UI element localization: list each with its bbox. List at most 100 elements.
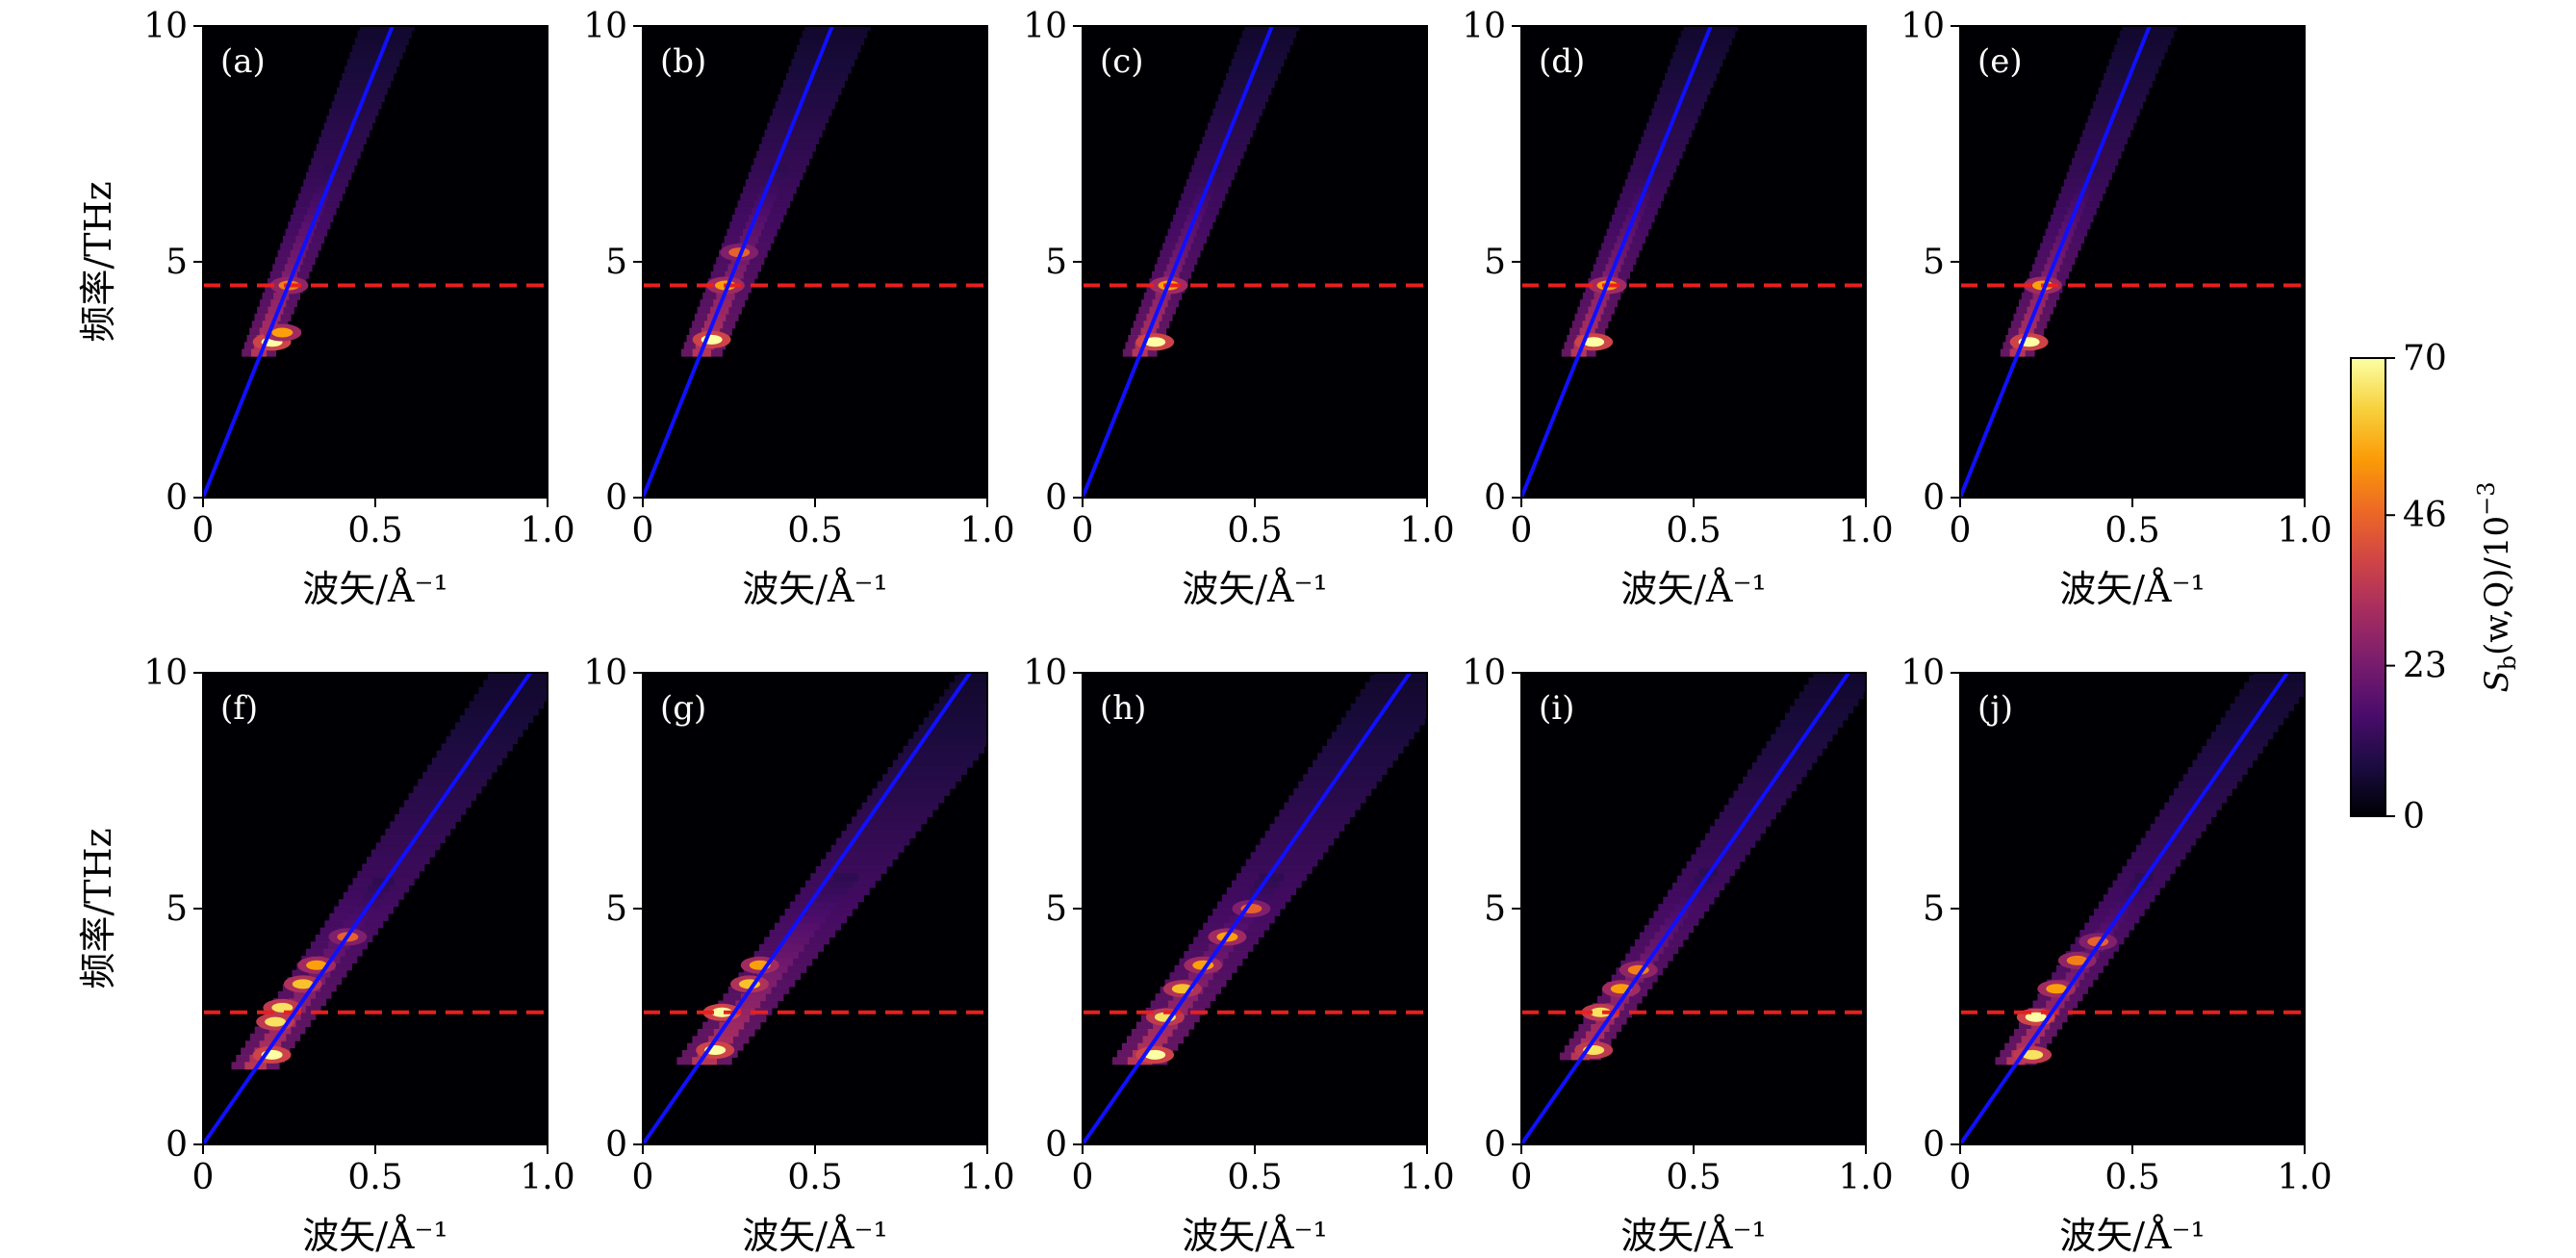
x-axis-label: 波矢/Å⁻¹ bbox=[302, 568, 448, 610]
heatmap-cell bbox=[861, 802, 939, 810]
heatmap-cell bbox=[1327, 738, 1410, 747]
y-tick-label: 10 bbox=[1900, 7, 1945, 46]
heatmap-cell bbox=[1345, 710, 1427, 719]
x-tick-label: 0.5 bbox=[347, 511, 402, 551]
heatmap-cell bbox=[856, 809, 933, 818]
heatmap-cell bbox=[331, 101, 382, 110]
heatmap-cell bbox=[1288, 795, 1366, 804]
heatmap-cell bbox=[774, 951, 799, 959]
heatmap-cell bbox=[719, 1021, 745, 1030]
heatmap-cell bbox=[1229, 915, 1254, 924]
x-tick-label: 1.0 bbox=[1399, 511, 1454, 551]
hotspot bbox=[1590, 1007, 1612, 1017]
heatmap-cell bbox=[354, 38, 409, 46]
y-tick-label: 5 bbox=[1923, 243, 1945, 282]
heatmap-cell bbox=[752, 207, 771, 216]
heatmap-cell bbox=[795, 922, 821, 931]
y-tick-label: 5 bbox=[166, 889, 188, 929]
heatmap-cell bbox=[757, 972, 782, 981]
heatmap-cell bbox=[1313, 759, 1393, 768]
heatmap-cell bbox=[817, 894, 842, 903]
heatmap-a bbox=[242, 26, 416, 357]
x-tick-label: 1.0 bbox=[2277, 1158, 2332, 1197]
heatmap-cell bbox=[1813, 673, 1866, 679]
y-tick-label: 5 bbox=[1045, 889, 1067, 929]
heatmap-cell bbox=[1331, 732, 1415, 740]
hotspot bbox=[271, 1002, 293, 1013]
heatmap-cell bbox=[334, 94, 385, 102]
heatmap-cell bbox=[1308, 767, 1388, 775]
heatmap-cell bbox=[318, 179, 334, 188]
x-tick-label: 0 bbox=[1950, 511, 1972, 551]
heatmap-cell bbox=[1255, 844, 1329, 853]
heatmap-cell bbox=[898, 753, 980, 761]
heatmap-cell bbox=[767, 122, 826, 131]
y-tick-label: 5 bbox=[605, 243, 627, 282]
y-tick-label: 0 bbox=[1045, 1125, 1067, 1165]
heatmap-cell bbox=[797, 44, 861, 53]
panel-e: (e) 0 0.5 1.0 0 5 10 波矢/Å⁻¹ bbox=[1900, 7, 2332, 610]
dispersion-line bbox=[203, 673, 532, 1144]
heatmap-cell bbox=[314, 150, 361, 159]
y-tick-label: 5 bbox=[1045, 243, 1067, 282]
heatmap-cell bbox=[833, 873, 858, 882]
x-axis-label: 波矢/Å⁻¹ bbox=[742, 1215, 888, 1257]
heatmap-g bbox=[676, 673, 987, 1065]
heatmap-cell bbox=[923, 717, 987, 726]
heatmap-cell bbox=[342, 73, 395, 81]
heatmap-cell bbox=[802, 30, 868, 39]
heatmap-cell bbox=[821, 859, 893, 867]
panel-label: (b) bbox=[660, 42, 706, 81]
heatmap-cell bbox=[1360, 689, 1427, 698]
heatmap-cell bbox=[929, 710, 987, 719]
heatmap-cell bbox=[713, 1029, 739, 1037]
heatmap-cell bbox=[483, 680, 548, 688]
heatmap-cell bbox=[1808, 677, 1866, 685]
hotspot bbox=[1144, 1049, 1166, 1060]
y-tick-label: 0 bbox=[605, 478, 627, 518]
heatmap-cell bbox=[304, 215, 320, 222]
heatmap-cell bbox=[1249, 886, 1274, 895]
dispersion-line bbox=[643, 26, 834, 498]
heatmap-cell bbox=[708, 1036, 733, 1044]
hotspot bbox=[711, 1007, 733, 1017]
heatmap-cell bbox=[262, 321, 278, 329]
hotspot bbox=[2066, 955, 2088, 965]
y-tick-label: 0 bbox=[1923, 1125, 1945, 1165]
heatmap-cell bbox=[1317, 753, 1399, 761]
panel-d: (d) 0 0.5 1.0 0 5 10 波矢/Å⁻¹ bbox=[1462, 7, 1893, 610]
colorbar-tick-label: 70 bbox=[2403, 339, 2447, 378]
heatmap-cell bbox=[938, 696, 987, 705]
heatmap-cell bbox=[785, 73, 849, 81]
heatmap-cell bbox=[1260, 837, 1335, 846]
heatmap-cell bbox=[784, 937, 810, 945]
heatmap-cell bbox=[739, 236, 759, 244]
heatmap-cell bbox=[1374, 673, 1427, 676]
heatmap-cell bbox=[877, 781, 956, 789]
heatmap-cell bbox=[251, 348, 268, 357]
panel-label: (i) bbox=[1539, 689, 1574, 728]
heatmap-cell bbox=[357, 30, 412, 39]
dispersion-line bbox=[1521, 673, 1850, 1144]
heatmap-cell bbox=[2254, 673, 2305, 676]
heatmap-cell bbox=[307, 207, 323, 216]
x-tick-label: 1.0 bbox=[959, 511, 1014, 551]
x-axis-label: 波矢/Å⁻¹ bbox=[1620, 1215, 1767, 1257]
heatmap-cell bbox=[745, 221, 765, 230]
y-tick-label: 0 bbox=[1045, 478, 1067, 518]
hotspot bbox=[292, 979, 314, 989]
panel-a: (a) 0 0.5 1.0 0 5 10 波矢/Å⁻¹ 频率/THz bbox=[77, 7, 575, 610]
heatmap-cell bbox=[1269, 823, 1345, 832]
heatmap-cell bbox=[756, 150, 813, 159]
x-tick-label: 0 bbox=[192, 511, 215, 551]
heatmap-cell bbox=[360, 26, 416, 32]
x-tick-label: 0.5 bbox=[347, 1158, 402, 1197]
heatmap-cell bbox=[352, 44, 406, 53]
heatmap-cell bbox=[1369, 675, 1427, 683]
x-tick-label: 1.0 bbox=[520, 1158, 574, 1197]
heatmap-cell bbox=[287, 257, 303, 266]
heatmap-cell bbox=[769, 165, 788, 173]
heatmap-cell bbox=[760, 186, 779, 194]
hotspot bbox=[265, 1016, 287, 1027]
heatmap-cell bbox=[772, 108, 832, 116]
